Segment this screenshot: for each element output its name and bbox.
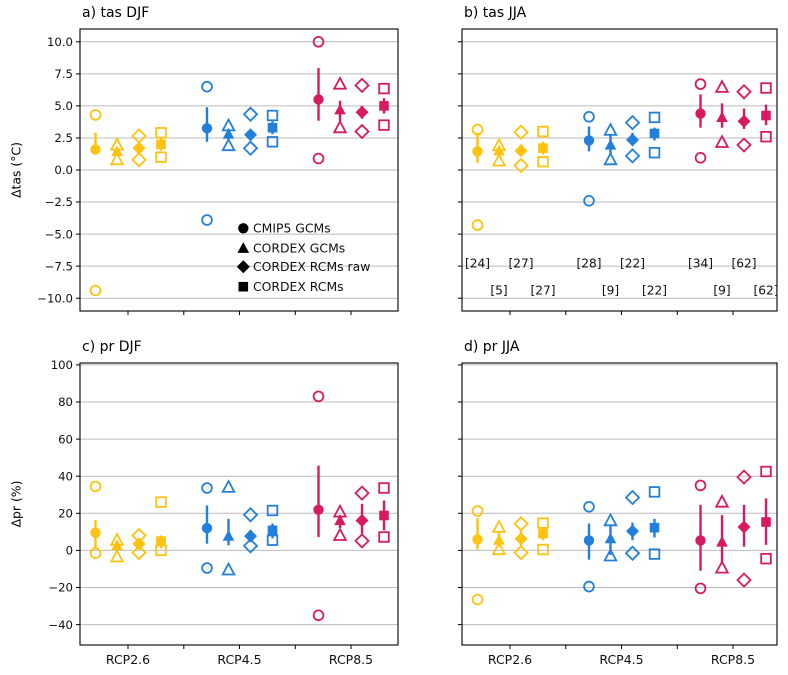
svg-text:−2.5: −2.5 [45,195,73,209]
svg-text:−5.0: −5.0 [45,227,73,241]
svg-text:RCP8.5: RCP8.5 [711,652,755,667]
panel-a-title: a) tas DJF [82,5,150,21]
svg-text:−40: −40 [48,618,73,632]
panel-c-title: c) pr DJF [82,339,142,355]
panel-b-plot: [24][5][27][27][28][9][22][22][34][9][62… [458,28,779,315]
svg-text:2.5: 2.5 [54,131,73,145]
svg-text:[9]: [9] [713,283,730,297]
svg-text:[9]: [9] [602,283,619,297]
svg-text:0: 0 [66,544,73,558]
svg-text:[22]: [22] [620,256,645,270]
svg-text:0.0: 0.0 [54,163,73,177]
svg-text:−20: −20 [48,581,73,595]
svg-text:100: 100 [51,358,73,372]
panel-d-title: d) pr JJA [464,339,520,355]
svg-text:RCP8.5: RCP8.5 [329,652,373,667]
svg-text:[27]: [27] [530,283,555,297]
svg-text:[22]: [22] [642,283,667,297]
svg-text:CORDEX RCMs: CORDEX RCMs [253,279,344,294]
svg-text:CORDEX GCMs: CORDEX GCMs [253,241,345,256]
svg-text:CMIP5 GCMs: CMIP5 GCMs [253,221,331,236]
svg-text:5.0: 5.0 [54,99,73,113]
svg-text:40: 40 [58,469,73,483]
svg-text:80: 80 [58,395,73,409]
svg-text:7.5: 7.5 [54,67,73,81]
svg-text:[24]: [24] [465,256,490,270]
panel-d-plot: RCP2.6 RCP4.5 RCP8.5 [458,362,778,667]
svg-text:[62]: [62] [753,283,778,297]
svg-text:−7.5: −7.5 [45,259,73,273]
svg-text:RCP4.5: RCP4.5 [599,652,643,667]
svg-text:10.0: 10.0 [47,35,73,49]
svg-text:[34]: [34] [688,256,713,270]
panel-a-plot: −10.0 −7.5 −5.0 −2.5 0.0 2.5 5.0 7.5 10.0 CMIP5 G… [37,28,399,315]
panel-c-plot: −40 −20 0 20 40 60 80 100 RCP2.6 RCP4.5 RCP8.5 [48,358,399,667]
svg-text:RCP2.6: RCP2.6 [106,652,150,667]
svg-text:20: 20 [58,507,73,521]
svg-text:−10.0: −10.0 [37,291,73,305]
svg-text:RCP2.6: RCP2.6 [488,652,532,667]
svg-text:[28]: [28] [576,256,601,270]
panel-b-title: b) tas JJA [464,5,527,21]
svg-text:CORDEX RCMs raw: CORDEX RCMs raw [253,259,370,274]
svg-text:RCP4.5: RCP4.5 [217,652,261,667]
svg-text:[27]: [27] [508,256,533,270]
svg-text:[62]: [62] [731,256,756,270]
svg-text:[5]: [5] [490,283,507,297]
svg-text:60: 60 [58,432,73,446]
